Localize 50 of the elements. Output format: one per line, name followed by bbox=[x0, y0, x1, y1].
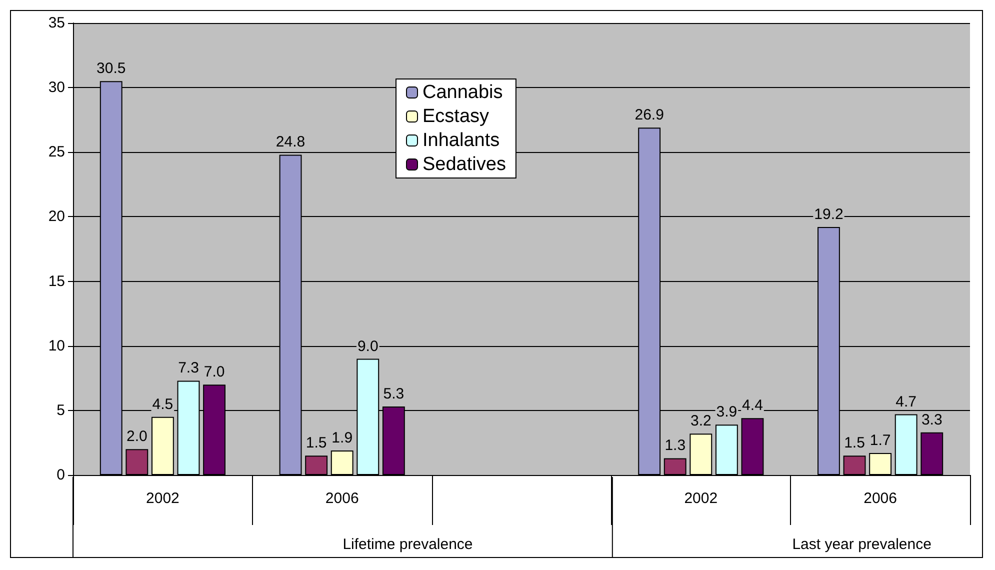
bar bbox=[894, 414, 918, 475]
bar bbox=[126, 449, 148, 475]
y-tick-label: 15 bbox=[48, 272, 65, 290]
bar bbox=[305, 456, 328, 475]
data-label: 5.3 bbox=[383, 386, 404, 403]
data-label: 26.9 bbox=[634, 106, 664, 124]
data-label: 4.5 bbox=[152, 396, 174, 413]
data-label: 9.0 bbox=[357, 338, 378, 355]
bar bbox=[715, 424, 738, 475]
data-label: 7.3 bbox=[178, 360, 199, 377]
y-tick-label: 0 bbox=[56, 466, 65, 484]
data-label: 1.5 bbox=[844, 434, 865, 452]
bar bbox=[741, 418, 764, 475]
bar bbox=[151, 416, 174, 475]
data-label: 4.4 bbox=[742, 397, 763, 414]
data-label: 4.7 bbox=[896, 393, 917, 410]
data-label: 30.5 bbox=[96, 60, 126, 78]
data-label: 1.9 bbox=[332, 429, 353, 446]
legend-label: Inhalants bbox=[422, 130, 500, 151]
y-tick-label: 5 bbox=[56, 402, 65, 419]
data-label: 1.7 bbox=[870, 432, 891, 450]
data-label: 2.0 bbox=[126, 428, 148, 446]
data-label: 7.0 bbox=[204, 364, 225, 381]
y-tick-label: 10 bbox=[48, 337, 65, 354]
x-tick-label: 2002 bbox=[684, 490, 718, 507]
y-tick-label: 25 bbox=[48, 144, 65, 161]
bar bbox=[664, 458, 686, 475]
bar bbox=[920, 432, 944, 475]
data-label: 1.5 bbox=[306, 434, 327, 452]
x-tick-label: 2006 bbox=[864, 490, 897, 507]
data-label: 19.2 bbox=[814, 206, 844, 224]
data-label: 24.8 bbox=[276, 134, 306, 151]
bar bbox=[869, 453, 892, 475]
x-tick-label: 2006 bbox=[325, 490, 359, 507]
bar bbox=[330, 450, 354, 475]
bar bbox=[843, 456, 866, 475]
legend-label: Ecstasy bbox=[422, 106, 490, 127]
y-tick-label: 35 bbox=[48, 14, 65, 32]
x-tick-label: 2002 bbox=[146, 490, 180, 507]
text: Last year prevalence bbox=[792, 536, 932, 553]
data-label: 3.3 bbox=[921, 411, 942, 428]
y-tick-label: 20 bbox=[48, 208, 65, 226]
text: Lifetime prevalence bbox=[342, 536, 473, 553]
data-label: 3.2 bbox=[690, 412, 712, 430]
data-label: 1.3 bbox=[664, 437, 686, 454]
bar bbox=[690, 434, 712, 475]
legend-label: Cannabis bbox=[422, 82, 503, 103]
data-label: 3.9 bbox=[716, 404, 738, 421]
y-tick-label: 30 bbox=[48, 79, 65, 96]
legend-label: Sedatives bbox=[422, 154, 506, 175]
